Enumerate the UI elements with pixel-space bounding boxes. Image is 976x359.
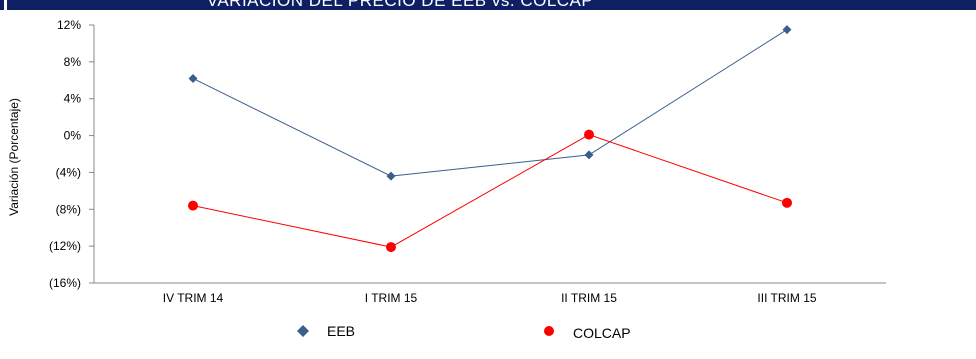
y-tick-label: (12%)	[49, 239, 81, 253]
data-point-colcap	[386, 242, 396, 253]
chart-title: VARIACIÓN DEL PRECIO DE EEB vs. COLCAP	[206, 0, 594, 10]
data-point-eeb	[584, 150, 594, 160]
series-line-colcap	[192, 134, 788, 248]
y-tick-label: 8%	[64, 55, 82, 69]
x-tick-label: I TRIM 15	[365, 291, 418, 305]
data-point-eeb	[782, 25, 792, 35]
legend-label-eeb: EEB	[327, 323, 355, 339]
x-tick-label: II TRIM 15	[561, 291, 617, 305]
legend-marker-colcap	[544, 326, 554, 336]
y-tick-label: 4%	[64, 92, 82, 106]
legend-marker-eeb	[297, 325, 309, 337]
y-tick-label: 12%	[57, 18, 81, 32]
y-axis-label: Variación (Porcentaje)	[7, 98, 21, 216]
x-tick-label: IV TRIM 14	[163, 291, 224, 305]
data-point-eeb	[386, 171, 396, 181]
y-tick-label: 0%	[64, 129, 82, 143]
header-bar: VARIACIÓN DEL PRECIO DE EEB vs. COLCAP	[0, 0, 976, 10]
y-tick-label: (16%)	[49, 276, 81, 290]
series-line-eeb	[192, 29, 788, 177]
data-point-colcap	[188, 200, 198, 211]
data-point-colcap	[782, 197, 792, 208]
data-point-eeb	[188, 73, 198, 83]
header-accent	[4, 0, 7, 10]
y-tick-label: (4%)	[56, 165, 81, 179]
y-tick-label: (8%)	[56, 202, 81, 216]
x-tick-label: III TRIM 15	[757, 291, 816, 305]
data-point-colcap	[584, 129, 594, 140]
legend-label-colcap: COLCAP	[573, 325, 631, 341]
